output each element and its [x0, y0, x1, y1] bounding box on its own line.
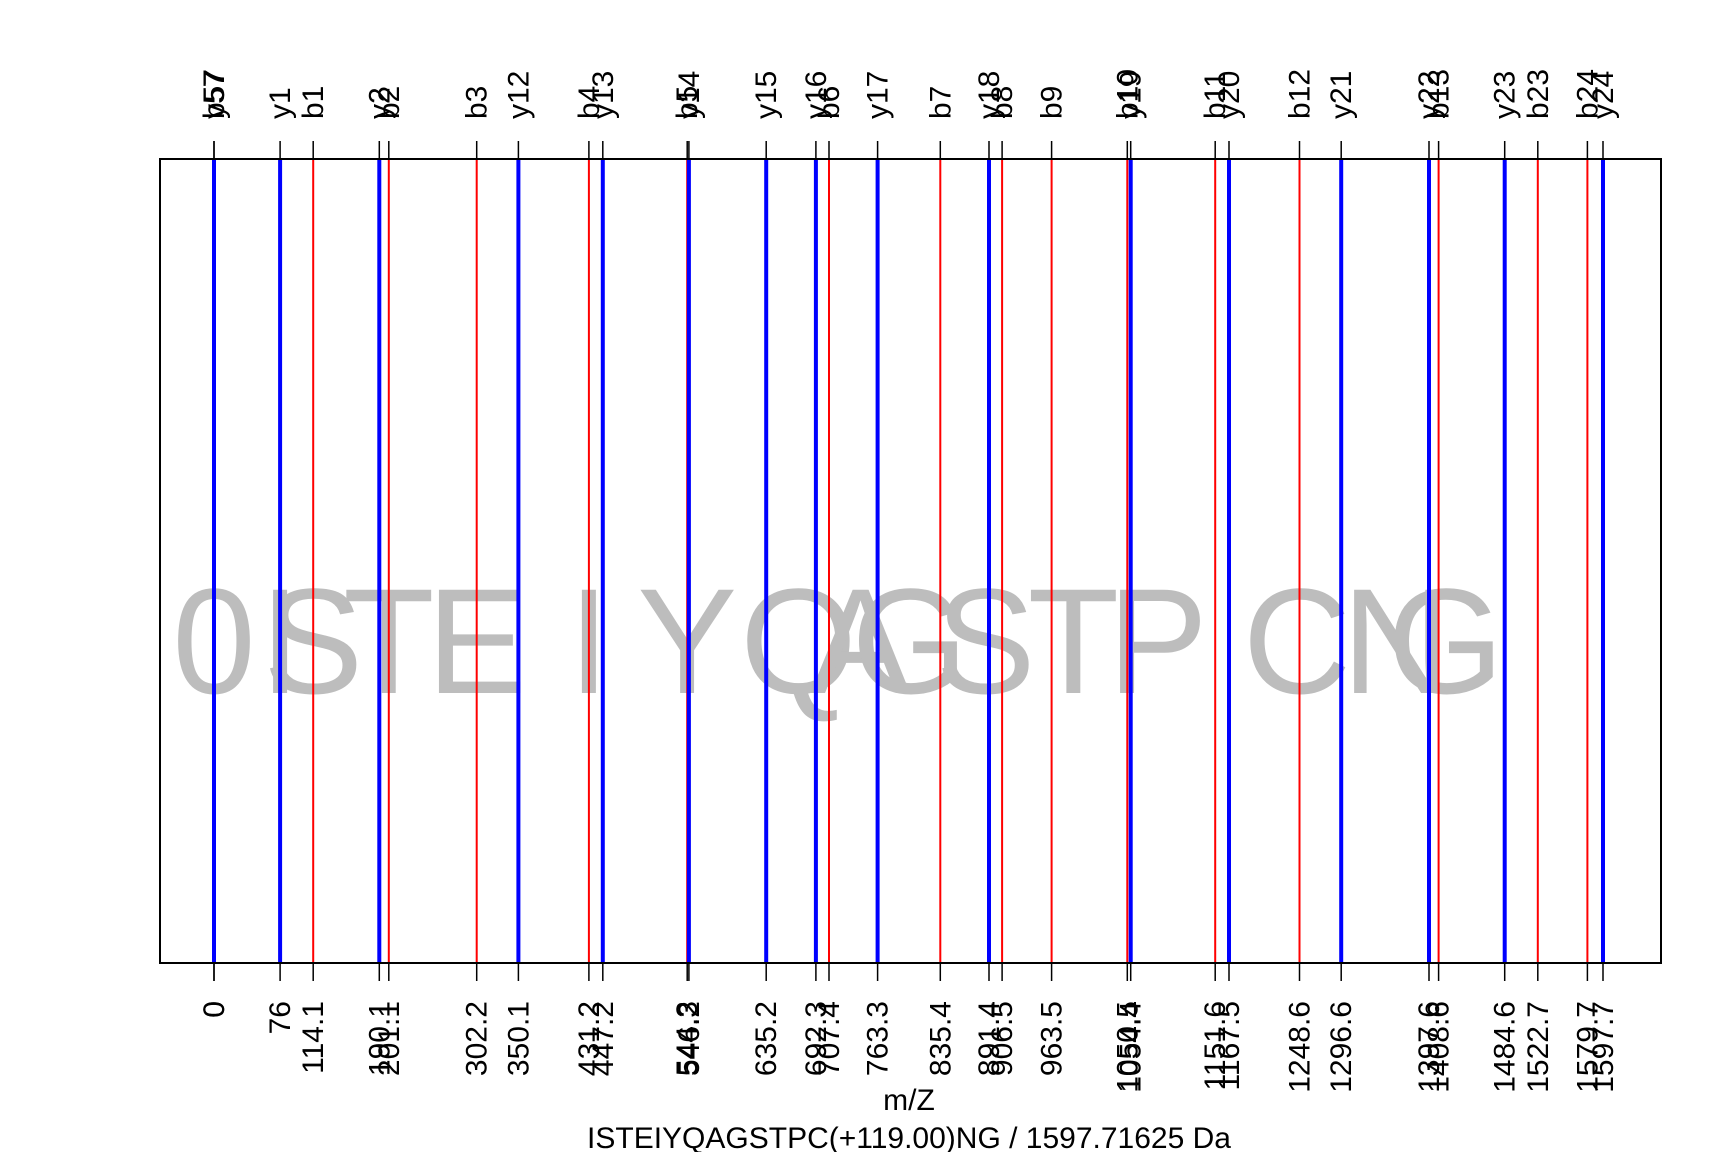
sequence-letter: Q: [740, 557, 857, 725]
sequence-letter: C: [1243, 557, 1351, 725]
y-ion-label: y12: [502, 71, 535, 119]
y-ion-label: y2: [363, 87, 396, 119]
b-ion-label: b9: [1036, 86, 1069, 119]
y-ion-label: y21: [1325, 71, 1358, 119]
mz-tick-label: 1296.6: [1325, 1001, 1358, 1093]
mz-tick-label: 906.5: [986, 1001, 1019, 1076]
mz-tick-label: 1484.6: [1489, 1001, 1522, 1093]
mz-tick-label: 763.3: [862, 1001, 895, 1076]
y-ion-label: y15: [750, 71, 783, 119]
mz-tick-label: 447.2: [587, 1001, 620, 1076]
mz-tick-label: 546.2: [673, 1001, 706, 1076]
y-ion-label: y19: [1115, 71, 1148, 119]
mz-tick-label: 1597.7: [1587, 1001, 1620, 1093]
sequence-letter: T: [1028, 557, 1120, 725]
y-ion-label: y23: [1489, 71, 1522, 119]
y-ion-label: y16: [800, 71, 833, 119]
mz-tick-label: 544.3: [671, 1001, 704, 1076]
b-ion-label: b1: [297, 86, 330, 119]
sequence-letter: N: [1342, 557, 1450, 725]
axis-ticks: b1 114.1 b2 201.1 b3 302.2 b4 431.2 b5 544.3 b6 707…: [198, 69, 1620, 1093]
sequence-letter: P: [1108, 557, 1208, 725]
b-ion-label: b13: [1423, 69, 1456, 119]
mz-tick-label: 76: [264, 1001, 297, 1034]
b-ion-label: b8: [986, 86, 1019, 119]
y-ion-label: y24: [1587, 71, 1620, 119]
y-ion-label: y17: [862, 71, 895, 119]
mz-tick-label: 0: [198, 1001, 231, 1018]
b-ion-label: b10: [1111, 69, 1144, 119]
y-ion-label: y13: [587, 71, 620, 119]
b-ion-label: b24: [1571, 69, 1604, 119]
mz-tick-label: 963.5: [1036, 1001, 1069, 1076]
sequence-letter: G: [851, 557, 968, 725]
x-axis-label: m/Z: [883, 1084, 935, 1117]
sequence-letter: A: [810, 557, 910, 725]
y-ion-label: y1: [264, 87, 297, 119]
b-ion-label: b23: [1522, 69, 1555, 119]
mz-tick-label: 1522.7: [1522, 1001, 1555, 1093]
mz-tick-label: 707.4: [813, 1001, 846, 1076]
mz-tick-label: 835.4: [924, 1001, 957, 1076]
ion-lines: [212, 159, 1605, 963]
mz-tick-label: 1397.6: [1413, 1001, 1446, 1093]
y-ion-label: y57: [198, 71, 231, 119]
mz-tick-label: 692.3: [800, 1001, 833, 1076]
mz-tick-label: 201.1: [373, 1001, 406, 1076]
plot-frame: [159, 158, 1662, 964]
mz-tick-label: 1167.5: [1213, 1001, 1246, 1091]
mz-tick-label: 0: [198, 1001, 231, 1018]
mz-tick-label: 350.1: [502, 1001, 535, 1076]
b-ion-label: b2: [373, 86, 406, 119]
b-ion-label: b3: [461, 86, 494, 119]
mz-tick-label: 302.2: [461, 1001, 494, 1076]
mz-tick-label: 891.4: [973, 1001, 1006, 1076]
y-ion-label: y22: [1413, 71, 1446, 119]
mz-tick-label: 1151.6: [1199, 1001, 1232, 1091]
mz-tick-label: 1408.6: [1423, 1001, 1456, 1093]
mz-tick-label: 1248.6: [1284, 1001, 1317, 1093]
b-ion-label: b4: [573, 86, 606, 119]
b-ion-label: b12: [1284, 69, 1317, 119]
b-ion-label: b57: [198, 69, 231, 119]
y-ion-label: y18: [973, 71, 1006, 119]
sequence-letter: G: [1387, 557, 1504, 725]
mz-tick-label: 190.1: [363, 1001, 396, 1076]
mz-tick-label: 1050.5: [1111, 1001, 1144, 1093]
mz-tick-label: 431.2: [573, 1001, 606, 1076]
y-ion-label: y14: [673, 71, 706, 119]
mz-tick-label: 114.1: [297, 1001, 330, 1074]
chart-title: ISTEIYQAGSTPC(+119.00)NG / 1597.71625 Da: [587, 1122, 1231, 1152]
b-ion-label: b7: [924, 86, 957, 119]
mz-tick-label: 635.2: [750, 1001, 783, 1076]
peptide-sequence: 0 ISTE I Y QAGSTP CNG: [172, 557, 1504, 725]
b-ion-label: b5: [671, 86, 704, 119]
y-ion-label: y20: [1213, 71, 1246, 119]
b-ion-label: b6: [813, 86, 846, 119]
mz-tick-label: 1054.4: [1115, 1001, 1148, 1093]
sequence-letter: S: [935, 557, 1035, 725]
b-ion-label: b11: [1199, 71, 1232, 119]
mz-tick-label: 1579.7: [1571, 1001, 1604, 1093]
